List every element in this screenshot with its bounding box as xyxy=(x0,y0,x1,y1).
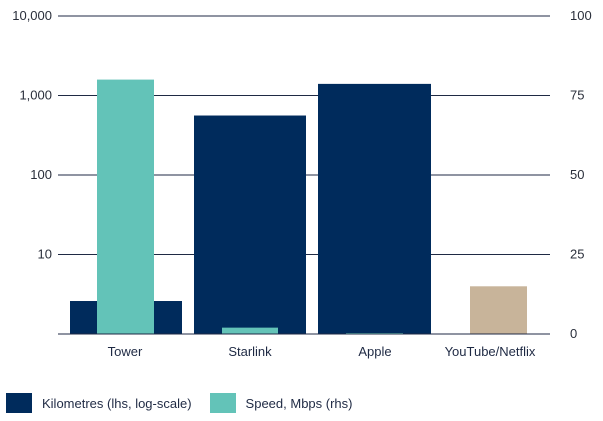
legend-label-kilometres: Kilometres (lhs, log-scale) xyxy=(42,395,192,411)
left-axis-tick-label: 10,000 xyxy=(12,8,52,23)
category-labels: Tower Starlink Apple YouTube/Netflix xyxy=(108,344,536,359)
right-axis-tick-label: 25 xyxy=(570,247,584,262)
legend-swatch-speed xyxy=(209,393,236,413)
series-bar xyxy=(470,286,527,334)
left-axis-tick-label: 10 xyxy=(38,247,52,262)
legend-item-speed: Speed, Mbps (rhs) xyxy=(209,393,353,413)
legend-item-kilometres: Kilometres (lhs, log-scale) xyxy=(6,393,192,413)
category-label: Apple xyxy=(358,344,391,359)
kilometres-lhs-log-scale-bar xyxy=(318,83,431,335)
right-axis-tick-label: 0 xyxy=(570,326,577,341)
axis-labels: 10 100 1,000 10,000 0 25 50 75 100 xyxy=(12,8,591,341)
category-label: Starlink xyxy=(228,344,272,359)
kilometres-lhs-log-scale-bar xyxy=(194,115,306,335)
right-axis-tick-label: 75 xyxy=(570,88,584,103)
right-axis-tick-label: 100 xyxy=(570,8,592,23)
legend-swatch-kilometres xyxy=(6,393,32,413)
right-axis-tick-label: 50 xyxy=(570,167,584,182)
legend: Kilometres (lhs, log-scale) Speed, Mbps … xyxy=(6,393,352,413)
legend-label-speed: Speed, Mbps (rhs) xyxy=(245,395,353,411)
category-label: YouTube/Netflix xyxy=(445,344,536,359)
left-axis-tick-label: 1,000 xyxy=(19,88,52,103)
speed-mbps-rhs-bar xyxy=(222,327,278,334)
left-axis-tick-label: 100 xyxy=(30,167,52,182)
speed-mbps-rhs-bar xyxy=(97,79,154,334)
category-label: Tower xyxy=(108,344,143,359)
bars xyxy=(58,79,550,335)
